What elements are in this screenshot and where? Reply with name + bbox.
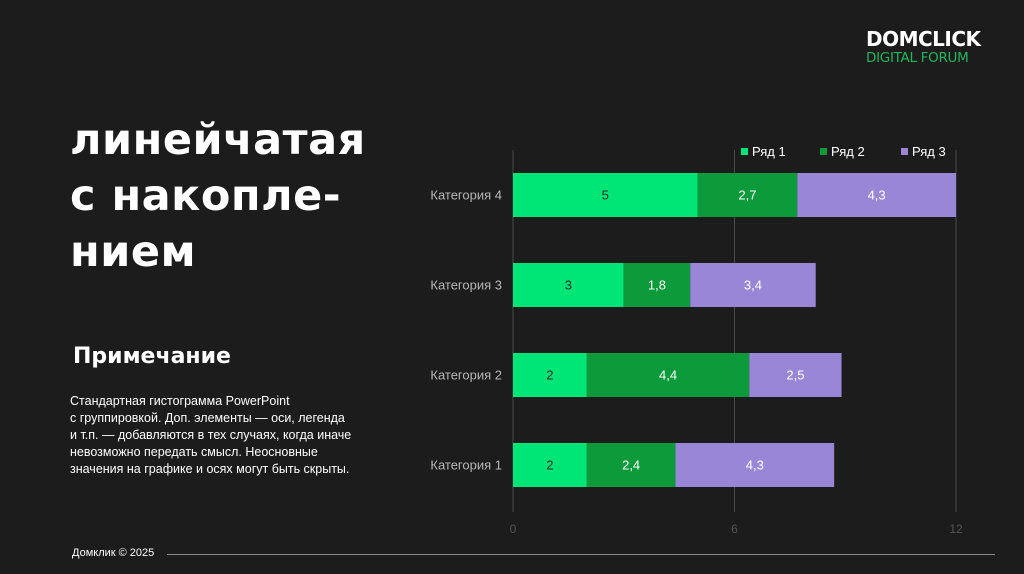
data-label: 2,7 [738, 188, 756, 203]
logo-subtitle: DIGITAL FORUM [866, 50, 969, 66]
bar-segment [586, 353, 750, 397]
legend-label: Ряд 2 [831, 144, 865, 159]
chart-bars: 2 2,4 4,3 2 4,4 2,5 3 1,8 3,4 5 2,7 4,3 [513, 173, 956, 487]
data-label: 2 [546, 368, 553, 383]
x-tick-label: 12 [949, 522, 963, 536]
legend-swatch [741, 148, 748, 155]
data-label: 3,4 [744, 278, 762, 293]
legend-swatch [820, 148, 827, 155]
chart-axes: 0 6 12 Категория 1 Категория 2 Категория 3 Кат… [430, 188, 963, 537]
note-heading: Примечание [73, 344, 231, 369]
data-label: 3 [565, 278, 572, 293]
bar-segment [749, 353, 842, 397]
data-label: 2 [546, 458, 553, 473]
page-title: линейчатая с накопле- нием [70, 115, 366, 277]
bar-segment [513, 263, 624, 307]
logo: DOMCLICK DIGITAL FORUM [866, 28, 996, 66]
bar-segment [623, 263, 691, 307]
legend-swatch [901, 148, 908, 155]
data-label: 4,3 [746, 458, 764, 473]
note-text: Стандартная гистограмма PowerPoint с гру… [70, 394, 352, 476]
category-label: Категория 3 [430, 278, 502, 293]
bar-segment [697, 173, 798, 217]
bar-segment [797, 173, 956, 217]
category-label: Категория 2 [430, 368, 502, 383]
data-label: 4,3 [868, 188, 886, 203]
category-label: Категория 1 [430, 458, 502, 473]
legend-label: Ряд 1 [752, 144, 786, 159]
bar-segment [513, 443, 587, 487]
bar-segment [513, 173, 698, 217]
x-tick-label: 6 [731, 522, 738, 536]
x-tick-label: 0 [510, 522, 517, 536]
data-label: 4,4 [659, 368, 677, 383]
chart-legend: Ряд 1 Ряд 2 Ряд 3 [741, 144, 946, 159]
bar-segment [690, 263, 816, 307]
bar-segment [675, 443, 835, 487]
data-label: 1,8 [648, 278, 666, 293]
logo-wordmark: DOMCLICK [866, 27, 981, 51]
category-label: Категория 4 [430, 188, 502, 203]
data-label: 2,5 [786, 368, 804, 383]
legend-label: Ряд 3 [912, 144, 946, 159]
data-label: 2,4 [622, 458, 640, 473]
data-label: 5 [602, 188, 609, 203]
bar-segment [513, 353, 587, 397]
footer-divider [167, 554, 995, 555]
footer-copyright: Домклик © 2025 [72, 547, 155, 559]
bar-segment [586, 443, 676, 487]
